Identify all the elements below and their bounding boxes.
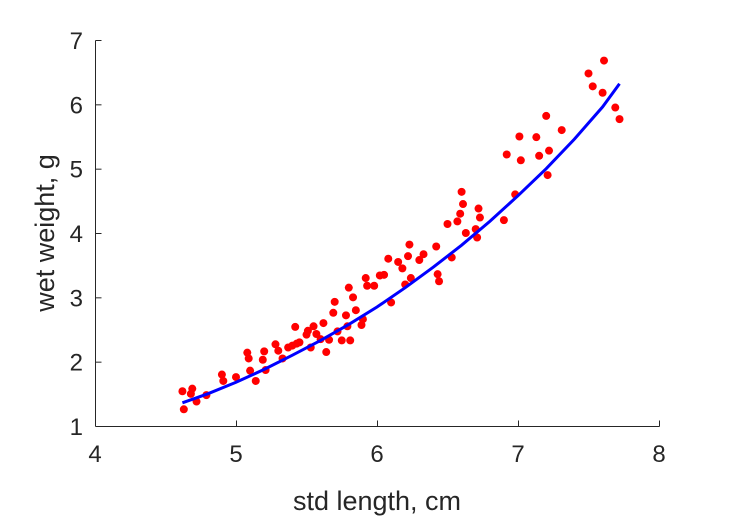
data-point [295,338,304,347]
data-point [588,82,597,91]
data-point [232,373,240,382]
y-ticks: 1 2 3 4 5 6 7 [70,28,102,441]
data-point [244,354,253,363]
data-point [435,277,444,286]
data-point [361,274,370,283]
x-ticks: 4 5 6 7 8 [88,420,666,468]
data-point [404,252,413,261]
data-point [260,347,269,356]
data-point [258,355,267,364]
data-point [459,200,468,209]
data-point [542,111,551,120]
data-point [406,274,415,283]
data-point [516,156,525,165]
data-point [271,340,280,349]
data-point [219,376,228,385]
data-point [346,336,355,345]
data-point [475,213,484,222]
data-point [600,56,609,65]
data-point [309,322,318,331]
data-point [443,219,452,228]
data-point [405,240,414,249]
data-point [457,187,466,196]
data-point [432,242,441,251]
data-point [515,132,524,141]
data-point [598,88,607,97]
data-point [329,308,338,317]
data-point [615,115,624,124]
data-point [384,254,393,263]
x-tick-label: 5 [229,441,242,468]
data-point [341,311,350,320]
data-point [344,283,353,292]
data-point [398,264,407,273]
data-point [291,322,300,331]
data-point [363,281,372,290]
y-tick-label: 1 [70,414,83,441]
data-point [351,306,360,315]
data-point [532,133,541,142]
data-point [545,146,554,155]
data-point [349,293,358,302]
data-point [330,297,339,306]
data-point [370,281,379,290]
data-point [502,150,511,159]
data-point [322,348,331,357]
data-point [456,209,465,218]
x-axis-title: std length, cm [293,486,461,516]
scatter-points [178,56,624,414]
data-point [217,370,226,379]
data-point [303,326,312,335]
data-point [461,229,470,237]
data-point [433,270,442,279]
y-tick-label: 7 [70,28,83,55]
data-point [611,103,620,112]
fit-curve [181,82,621,405]
x-tick-label: 6 [370,441,383,468]
data-point [535,151,544,160]
data-point [179,405,188,414]
axes [95,40,660,427]
data-point [557,126,566,135]
data-point [474,204,483,213]
y-tick-label: 2 [70,350,83,377]
y-tick-label: 3 [70,285,83,312]
y-tick-label: 5 [70,157,83,184]
x-tick-label: 4 [88,441,101,468]
x-tick-label: 7 [511,441,524,468]
data-point [274,346,283,355]
x-tick-label: 8 [652,441,665,468]
y-tick-label: 6 [70,92,83,119]
data-point [246,366,255,375]
data-point [178,387,187,396]
data-point [499,216,508,225]
data-point [419,250,428,259]
data-point [319,319,328,328]
data-point [415,256,424,265]
y-tick-label: 4 [70,221,83,248]
data-point [251,376,260,385]
data-point [584,69,593,78]
data-point [188,384,197,393]
data-point [337,336,346,345]
fit-line [181,82,621,405]
data-point [394,257,403,266]
data-point [543,171,552,180]
data-point [380,270,389,279]
data-point [453,217,462,226]
y-axis-title: wet weight, g [30,154,60,313]
